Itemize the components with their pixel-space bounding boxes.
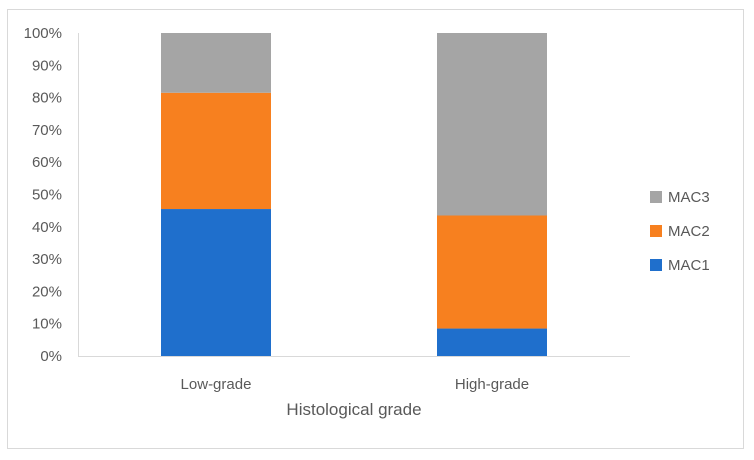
x-axis-title: Histological grade	[286, 400, 421, 419]
legend-item-mac1: MAC1	[650, 257, 710, 274]
bar-segment-mac3	[437, 33, 547, 216]
y-tick-label: 100%	[24, 25, 62, 42]
y-axis-ticks: 0% 10% 20% 30% 40% 50% 60% 70% 80% 90% 100%	[24, 25, 62, 365]
y-tick-label: 10%	[32, 316, 62, 333]
legend-label: MAC3	[668, 189, 710, 206]
y-tick-label: 20%	[32, 283, 62, 300]
bar-segment-mac1	[437, 328, 547, 356]
x-tick-label: High-grade	[455, 376, 529, 393]
bar-segment-mac2	[437, 215, 547, 329]
bar-segment-mac2	[161, 92, 271, 210]
x-axis-tick-labels: Low-grade High-grade	[181, 376, 530, 393]
bar-segment-mac1	[161, 209, 271, 356]
y-tick-label: 0%	[40, 348, 62, 365]
x-tick-label: Low-grade	[181, 376, 252, 393]
y-tick-label: 30%	[32, 251, 62, 268]
legend-swatch	[650, 191, 662, 203]
y-tick-label: 90%	[32, 57, 62, 74]
legend-label: MAC2	[668, 223, 710, 240]
y-tick-label: 80%	[32, 90, 62, 107]
y-tick-label: 70%	[32, 122, 62, 139]
bar-stacks	[161, 33, 547, 356]
legend-item-mac2: MAC2	[650, 223, 710, 240]
legend-swatch	[650, 225, 662, 237]
y-tick-label: 40%	[32, 219, 62, 236]
legend: MAC3 MAC2 MAC1	[650, 189, 710, 274]
legend-label: MAC1	[668, 257, 710, 274]
y-tick-label: 60%	[32, 154, 62, 171]
chart-frame	[7, 9, 744, 449]
y-tick-label: 50%	[32, 187, 62, 204]
legend-swatch	[650, 259, 662, 271]
legend-item-mac3: MAC3	[650, 189, 710, 206]
bar-segment-mac3	[161, 33, 271, 93]
